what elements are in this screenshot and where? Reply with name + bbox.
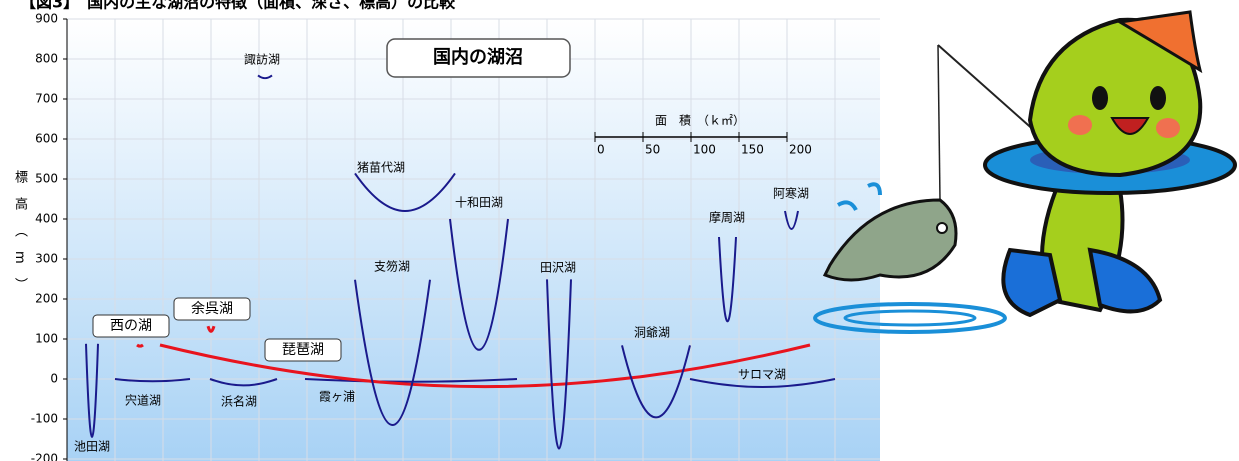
lake-profile <box>159 343 811 389</box>
lake-label-box <box>173 297 251 321</box>
y-tick-label: -100 <box>31 412 58 426</box>
lake-label: 宍道湖 <box>125 393 161 408</box>
area-scale-tick-label: 200 <box>789 143 812 157</box>
y-tick-label: 300 <box>35 252 58 266</box>
lake-label: 田沢湖 <box>540 260 576 275</box>
lake-profile <box>718 236 737 323</box>
area-scale-tick-label: 100 <box>693 143 716 157</box>
lake-profile <box>136 343 144 348</box>
lake-profile <box>784 210 799 230</box>
lake-profile <box>257 74 273 80</box>
plot-area <box>67 19 880 461</box>
legend-box <box>386 38 571 78</box>
y-tick-label: 500 <box>35 172 58 186</box>
lake-label: 支笏湖 <box>374 259 410 274</box>
lake-label: 諏訪湖 <box>244 52 280 67</box>
y-tick-label: 700 <box>35 92 58 106</box>
lake-profile <box>354 172 456 212</box>
y-tick-label: 200 <box>35 292 58 306</box>
lake-profile <box>621 345 691 419</box>
lake-label: 猪苗代湖 <box>357 160 405 175</box>
lake-label: 摩周湖 <box>709 210 745 225</box>
legend-title: 国内の湖沼 <box>433 46 523 68</box>
y-tick-label: 800 <box>35 52 58 66</box>
lake-label-box <box>264 338 342 362</box>
y-tick-label: -200 <box>31 452 58 461</box>
lake-label: 洞爺湖 <box>634 325 670 340</box>
lake-profile <box>114 378 191 383</box>
y-axis-label: 標高（m） <box>12 170 27 305</box>
lake-label: 霞ヶ浦 <box>319 390 355 404</box>
lake-profile <box>85 343 99 439</box>
lake-profile <box>304 378 518 383</box>
area-scale-tick-label: 50 <box>645 143 660 157</box>
lake-label: 阿寒湖 <box>773 186 809 201</box>
lake-label: 浜名湖 <box>221 394 257 409</box>
lake-label: 池田湖 <box>74 439 110 454</box>
y-tick-label: 400 <box>35 212 58 226</box>
y-tick-label: 600 <box>35 132 58 146</box>
lake-profile <box>546 279 572 450</box>
area-scale-tick-label: 0 <box>597 143 605 157</box>
lake-profile <box>354 279 431 426</box>
lake-profile <box>206 325 216 333</box>
chart-title: 【図3】 国内の主な湖沼の特徴（面積、深さ、標高）の比較 <box>20 0 456 12</box>
lake-profile <box>689 378 836 388</box>
lake-label: 西の湖 <box>110 318 152 334</box>
y-tick-label: 100 <box>35 332 58 346</box>
lake-label-box <box>92 314 170 338</box>
lake-label: 琵琶湖 <box>282 342 324 358</box>
lake-label: 余呉湖 <box>191 300 233 317</box>
area-scale-tick-label: 150 <box>741 143 764 157</box>
lake-label: サロマ湖 <box>738 367 786 382</box>
y-tick-label: 900 <box>35 12 58 26</box>
lake-profile <box>209 378 278 387</box>
mascot <box>813 10 1237 334</box>
y-tick-label: 0 <box>50 372 58 386</box>
lake-profile <box>449 218 509 351</box>
lake-label: 十和田湖 <box>455 195 503 210</box>
area-scale-label: 面 積 （ｋ㎡） <box>655 113 745 128</box>
